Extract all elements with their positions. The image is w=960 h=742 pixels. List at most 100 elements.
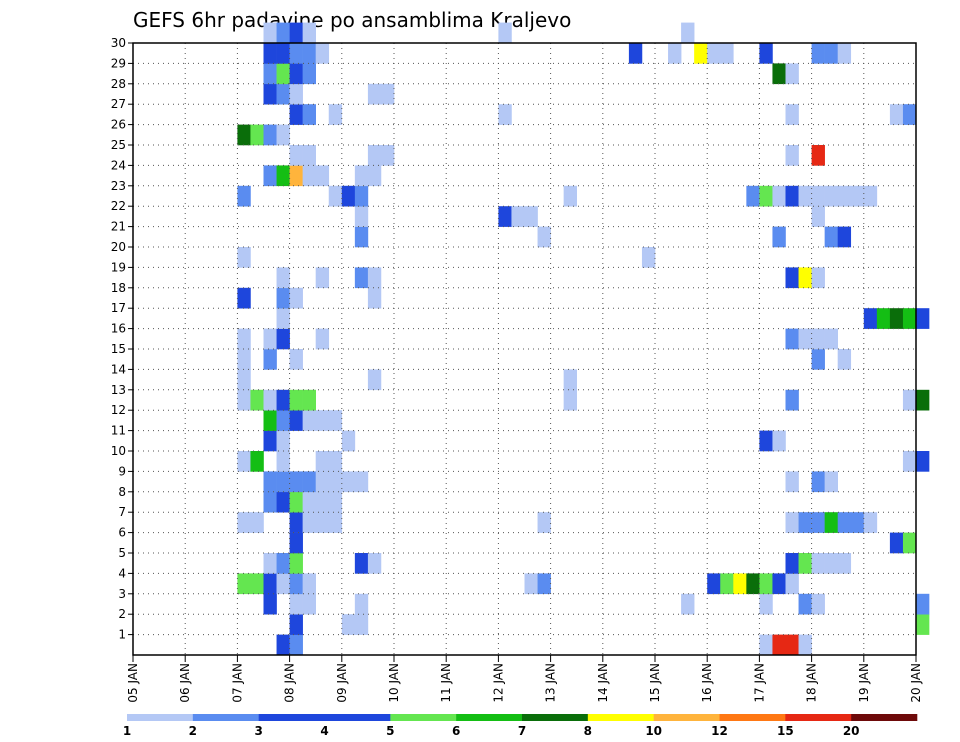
cell-m15-17-JAN-12Z bbox=[785, 328, 799, 350]
x-tick-label: 10 JAN bbox=[387, 663, 401, 703]
cell-m4-17-JAN-12Z bbox=[785, 553, 799, 574]
cell-m22-09-JAN-00Z bbox=[341, 185, 356, 207]
cell-m29-08-JAN-00Z bbox=[289, 43, 303, 64]
x-tick-label: 15 JAN bbox=[648, 663, 662, 703]
legend-swatch bbox=[258, 714, 325, 721]
legend-label: 12 bbox=[711, 724, 728, 738]
legend-swatch bbox=[851, 714, 918, 721]
cell-m26-08-JAN-00Z bbox=[289, 104, 303, 125]
cell-m12-13-JAN-06Z bbox=[563, 389, 577, 411]
cell-m16-07-JAN-18Z bbox=[276, 308, 290, 329]
cell-m5-19-JAN-12Z bbox=[889, 532, 904, 554]
cell-m7-08-JAN-18Z bbox=[328, 491, 343, 513]
cell-m2-20-JAN-00Z bbox=[916, 593, 930, 615]
cell-m15-17-JAN-18Z bbox=[798, 328, 812, 350]
cell-m5-08-JAN-00Z bbox=[289, 532, 303, 554]
x-tick-label: 05 JAN bbox=[126, 663, 140, 703]
cell-m26-12-JAN-00Z bbox=[498, 104, 512, 125]
cell-m20-18-JAN-06Z bbox=[824, 226, 838, 248]
legend-swatch bbox=[653, 714, 720, 721]
cell-m3-16-JAN-00Z bbox=[707, 573, 721, 595]
cell-m16-20-JAN-00Z bbox=[916, 308, 930, 329]
cell-m11-07-JAN-12Z bbox=[263, 410, 277, 431]
cell-m11-08-JAN-18Z bbox=[328, 410, 343, 431]
x-tick-label: 20 JAN bbox=[909, 663, 923, 703]
cell-m17-08-JAN-00Z bbox=[289, 287, 303, 309]
cell-m9-07-JAN-06Z bbox=[250, 451, 264, 472]
cell-m16-19-JAN-12Z bbox=[889, 308, 904, 329]
cell-m30-07-JAN-18Z bbox=[276, 22, 290, 44]
cell-m23-08-JAN-06Z bbox=[302, 165, 316, 187]
cell-m15-07-JAN-12Z bbox=[263, 328, 277, 350]
x-tick-label: 16 JAN bbox=[700, 663, 714, 703]
x-tick-label: 19 JAN bbox=[857, 663, 871, 703]
cell-m6-07-JAN-06Z bbox=[250, 512, 264, 533]
cell-m6-08-JAN-18Z bbox=[328, 512, 343, 533]
cell-m6-18-JAN-06Z bbox=[824, 512, 838, 533]
cell-m3-08-JAN-06Z bbox=[302, 573, 316, 595]
cell-m0-07-JAN-18Z bbox=[276, 634, 290, 656]
cell-m10-09-JAN-00Z bbox=[341, 430, 356, 452]
y-tick-label: 18 bbox=[111, 281, 126, 295]
cell-m19-14-JAN-18Z bbox=[641, 247, 656, 268]
color-legend: 1 2 3 4 5 6 7 8 10 12 15 20 bbox=[123, 714, 918, 738]
cell-m0-17-JAN-18Z bbox=[798, 634, 812, 656]
cell-m27-08-JAN-00Z bbox=[289, 83, 303, 105]
cell-m30-12-JAN-00Z bbox=[498, 22, 512, 44]
cell-m2-09-JAN-06Z bbox=[354, 593, 369, 615]
cell-m9-19-JAN-18Z bbox=[902, 451, 917, 472]
cell-m8-08-JAN-18Z bbox=[328, 471, 343, 493]
cell-m8-08-JAN-00Z bbox=[289, 471, 303, 493]
cell-m18-09-JAN-12Z bbox=[367, 267, 382, 289]
legend-swatch bbox=[127, 714, 194, 721]
cell-m22-13-JAN-06Z bbox=[563, 185, 577, 207]
cell-m8-08-JAN-12Z bbox=[315, 471, 330, 493]
cell-m3-16-JAN-06Z bbox=[720, 573, 734, 595]
cell-m18-18-JAN-00Z bbox=[811, 267, 825, 289]
cell-m11-08-JAN-12Z bbox=[315, 410, 330, 431]
legend-label: 10 bbox=[645, 724, 662, 738]
x-tick-label: 08 JAN bbox=[283, 663, 297, 703]
cell-m1-09-JAN-06Z bbox=[354, 614, 369, 635]
cell-m29-18-JAN-06Z bbox=[824, 43, 838, 64]
cell-m29-15-JAN-18Z bbox=[694, 43, 708, 64]
cell-m10-17-JAN-06Z bbox=[772, 430, 786, 452]
cell-m28-08-JAN-00Z bbox=[289, 63, 303, 85]
cell-m24-08-JAN-00Z bbox=[289, 145, 303, 166]
cell-m30-08-JAN-00Z bbox=[289, 22, 303, 44]
y-tick-label: 27 bbox=[111, 97, 126, 111]
cell-m3-17-JAN-12Z bbox=[785, 573, 799, 595]
cell-m3-07-JAN-00Z bbox=[237, 573, 251, 595]
cell-m28-07-JAN-18Z bbox=[276, 63, 290, 85]
cell-m8-09-JAN-00Z bbox=[341, 471, 356, 493]
cell-m6-19-JAN-00Z bbox=[863, 512, 878, 533]
cell-m6-18-JAN-12Z bbox=[837, 512, 852, 533]
cell-m4-09-JAN-06Z bbox=[354, 553, 369, 574]
cell-m22-18-JAN-06Z bbox=[824, 185, 838, 207]
cell-m25-07-JAN-18Z bbox=[276, 124, 290, 146]
cell-m11-08-JAN-00Z bbox=[289, 410, 303, 431]
y-tick-label: 8 bbox=[118, 485, 126, 499]
cell-m7-08-JAN-00Z bbox=[289, 491, 303, 513]
cell-m0-17-JAN-00Z bbox=[759, 634, 773, 656]
y-tick-label: 13 bbox=[111, 383, 126, 397]
legend-swatch bbox=[785, 714, 852, 721]
cell-m8-07-JAN-18Z bbox=[276, 471, 290, 493]
cell-m3-12-JAN-18Z bbox=[537, 573, 551, 595]
cell-m21-12-JAN-00Z bbox=[498, 206, 512, 227]
cell-m15-18-JAN-00Z bbox=[811, 328, 825, 350]
cell-m21-18-JAN-00Z bbox=[811, 206, 825, 227]
cell-m0-17-JAN-06Z bbox=[772, 634, 786, 656]
cell-m3-16-JAN-12Z bbox=[733, 573, 747, 595]
cell-m27-09-JAN-18Z bbox=[380, 83, 395, 105]
x-tick-label: 07 JAN bbox=[230, 663, 244, 703]
cell-m12-17-JAN-12Z bbox=[785, 389, 799, 411]
cell-m12-08-JAN-06Z bbox=[302, 389, 316, 411]
cell-m25-07-JAN-00Z bbox=[237, 124, 251, 146]
cell-m2-18-JAN-00Z bbox=[811, 593, 825, 615]
cell-m1-20-JAN-00Z bbox=[916, 614, 930, 635]
cell-m10-17-JAN-00Z bbox=[759, 430, 773, 452]
cell-m2-17-JAN-18Z bbox=[798, 593, 812, 615]
legend-swatch bbox=[587, 714, 654, 721]
cell-m29-07-JAN-12Z bbox=[263, 43, 277, 64]
